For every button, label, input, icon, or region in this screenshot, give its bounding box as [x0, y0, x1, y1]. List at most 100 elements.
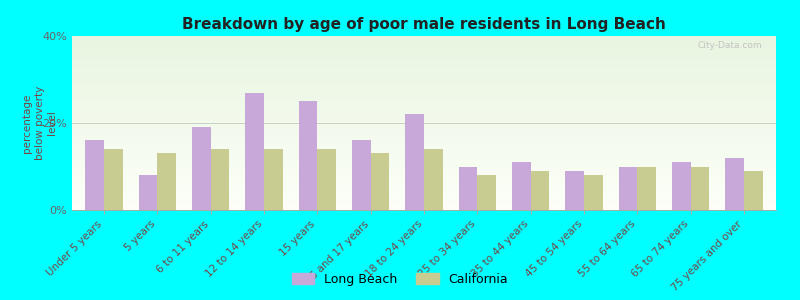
Bar — [72, 208, 776, 210]
Bar — [264, 149, 282, 210]
Bar — [458, 167, 478, 210]
Bar — [72, 64, 776, 66]
Bar — [72, 165, 776, 167]
Bar — [690, 167, 710, 210]
Bar — [72, 147, 776, 149]
Bar — [72, 201, 776, 203]
Bar — [86, 140, 104, 210]
Bar — [72, 107, 776, 109]
Bar — [72, 69, 776, 71]
Bar — [72, 119, 776, 121]
Bar — [72, 80, 776, 81]
Bar — [72, 203, 776, 205]
Bar — [72, 177, 776, 179]
Bar — [246, 93, 264, 210]
Bar — [72, 76, 776, 78]
Bar — [72, 53, 776, 55]
Bar — [72, 121, 776, 123]
Bar — [72, 151, 776, 153]
Bar — [72, 170, 776, 172]
Bar — [72, 55, 776, 57]
Bar — [72, 144, 776, 146]
Bar — [72, 200, 776, 201]
Bar — [72, 111, 776, 112]
Bar — [72, 196, 776, 198]
Bar — [72, 58, 776, 60]
Bar — [72, 134, 776, 135]
Bar — [72, 36, 776, 38]
Bar — [72, 182, 776, 184]
Bar — [370, 154, 390, 210]
Bar — [72, 194, 776, 196]
Bar — [72, 88, 776, 90]
Y-axis label: percentage
below poverty
level: percentage below poverty level — [22, 86, 57, 160]
Bar — [72, 172, 776, 173]
Bar — [72, 127, 776, 128]
Bar — [72, 85, 776, 86]
Bar — [72, 191, 776, 193]
Bar — [72, 205, 776, 206]
Bar — [744, 171, 762, 210]
Bar — [72, 93, 776, 95]
Bar — [298, 101, 318, 210]
Bar — [72, 142, 776, 144]
Bar — [72, 74, 776, 76]
Bar — [72, 83, 776, 85]
Bar — [72, 95, 776, 97]
Bar — [72, 179, 776, 180]
Bar — [72, 48, 776, 50]
Bar — [318, 149, 336, 210]
Bar — [72, 154, 776, 156]
Bar — [72, 71, 776, 73]
Bar — [104, 149, 122, 210]
Bar — [72, 86, 776, 88]
Bar — [72, 168, 776, 170]
Bar — [72, 180, 776, 182]
Bar — [72, 149, 776, 151]
Bar — [72, 158, 776, 160]
Bar — [72, 156, 776, 158]
Bar — [72, 167, 776, 168]
Bar — [72, 130, 776, 132]
Bar — [72, 46, 776, 48]
Bar — [72, 38, 776, 40]
Bar — [72, 50, 776, 52]
Bar — [530, 171, 550, 210]
Bar — [352, 140, 370, 210]
Bar — [72, 41, 776, 43]
Bar — [72, 52, 776, 53]
Bar — [72, 135, 776, 137]
Bar — [72, 66, 776, 67]
Bar — [618, 167, 638, 210]
Bar — [210, 149, 230, 210]
Bar — [72, 100, 776, 102]
Bar — [672, 162, 690, 210]
Bar — [72, 67, 776, 69]
Bar — [72, 109, 776, 111]
Bar — [72, 45, 776, 46]
Bar — [72, 206, 776, 208]
Bar — [72, 198, 776, 200]
Bar — [424, 149, 442, 210]
Bar — [72, 173, 776, 175]
Bar — [72, 114, 776, 116]
Bar — [72, 78, 776, 80]
Bar — [72, 161, 776, 163]
Bar — [512, 162, 530, 210]
Bar — [72, 128, 776, 130]
Title: Breakdown by age of poor male residents in Long Beach: Breakdown by age of poor male residents … — [182, 17, 666, 32]
Bar — [584, 175, 602, 210]
Bar — [566, 171, 584, 210]
Bar — [72, 90, 776, 92]
Bar — [72, 153, 776, 154]
Bar — [72, 188, 776, 189]
Bar — [72, 73, 776, 74]
Bar — [72, 106, 776, 107]
Bar — [72, 81, 776, 83]
Bar — [72, 163, 776, 165]
Text: City-Data.com: City-Data.com — [698, 41, 762, 50]
Bar — [192, 127, 210, 210]
Bar — [72, 175, 776, 177]
Bar — [72, 62, 776, 64]
Legend: Long Beach, California: Long Beach, California — [286, 268, 514, 291]
